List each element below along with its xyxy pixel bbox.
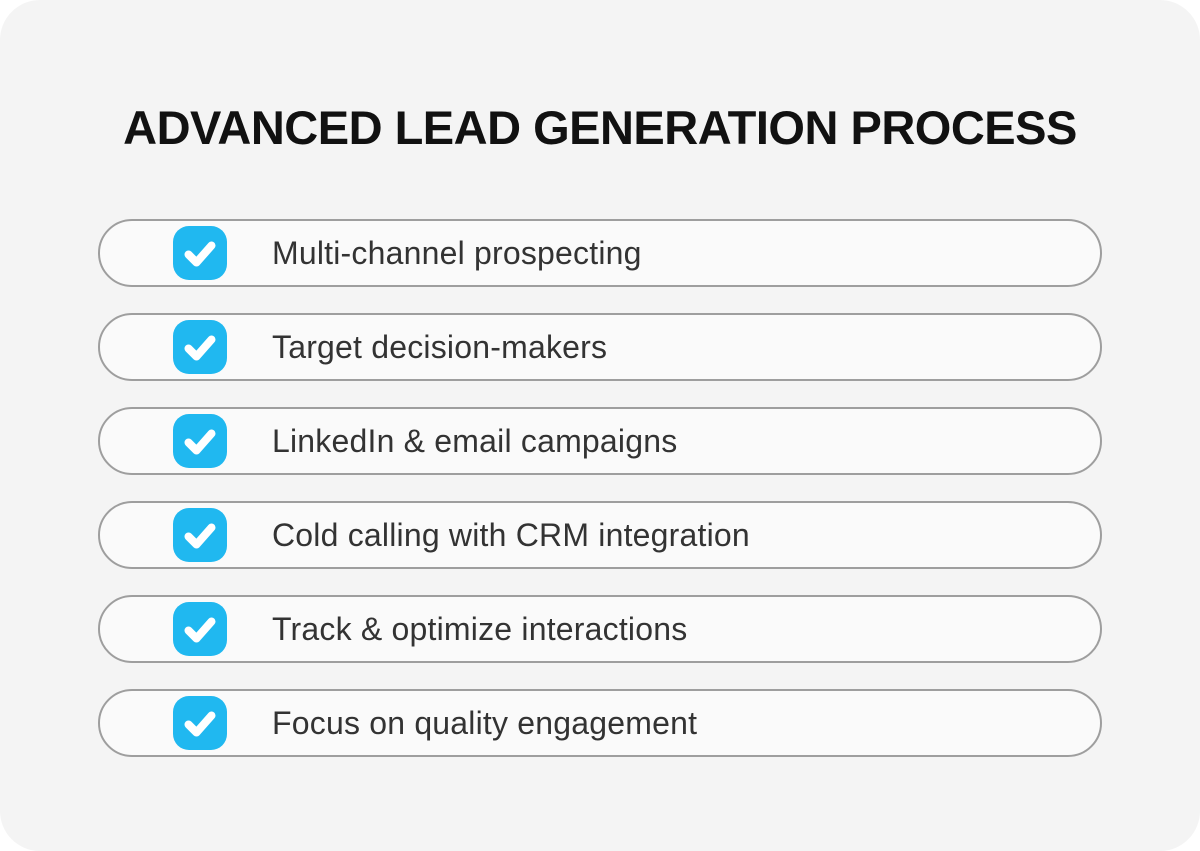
checklist-item-label: LinkedIn & email campaigns bbox=[272, 422, 678, 459]
checklist: Multi-channel prospecting Target decisio… bbox=[98, 219, 1102, 757]
checklist-item[interactable]: Track & optimize interactions bbox=[98, 595, 1102, 663]
check-icon[interactable] bbox=[173, 602, 227, 656]
check-icon[interactable] bbox=[173, 696, 227, 750]
check-icon[interactable] bbox=[173, 320, 227, 374]
checklist-item[interactable]: Cold calling with CRM integration bbox=[98, 501, 1102, 569]
checklist-item[interactable]: Multi-channel prospecting bbox=[98, 219, 1102, 287]
check-icon[interactable] bbox=[173, 508, 227, 562]
checklist-item-label: Multi-channel prospecting bbox=[272, 234, 642, 271]
checklist-item[interactable]: LinkedIn & email campaigns bbox=[98, 407, 1102, 475]
checklist-item-label: Focus on quality engagement bbox=[272, 704, 698, 741]
page-title: ADVANCED LEAD GENERATION PROCESS bbox=[123, 101, 1077, 154]
checklist-item-label: Target decision-makers bbox=[272, 328, 608, 365]
check-icon[interactable] bbox=[173, 414, 227, 468]
checklist-item[interactable]: Focus on quality engagement bbox=[98, 689, 1102, 757]
checklist-item-label: Track & optimize interactions bbox=[272, 610, 688, 647]
checklist-item[interactable]: Target decision-makers bbox=[98, 313, 1102, 381]
checklist-item-label: Cold calling with CRM integration bbox=[272, 516, 750, 553]
check-icon[interactable] bbox=[173, 226, 227, 280]
